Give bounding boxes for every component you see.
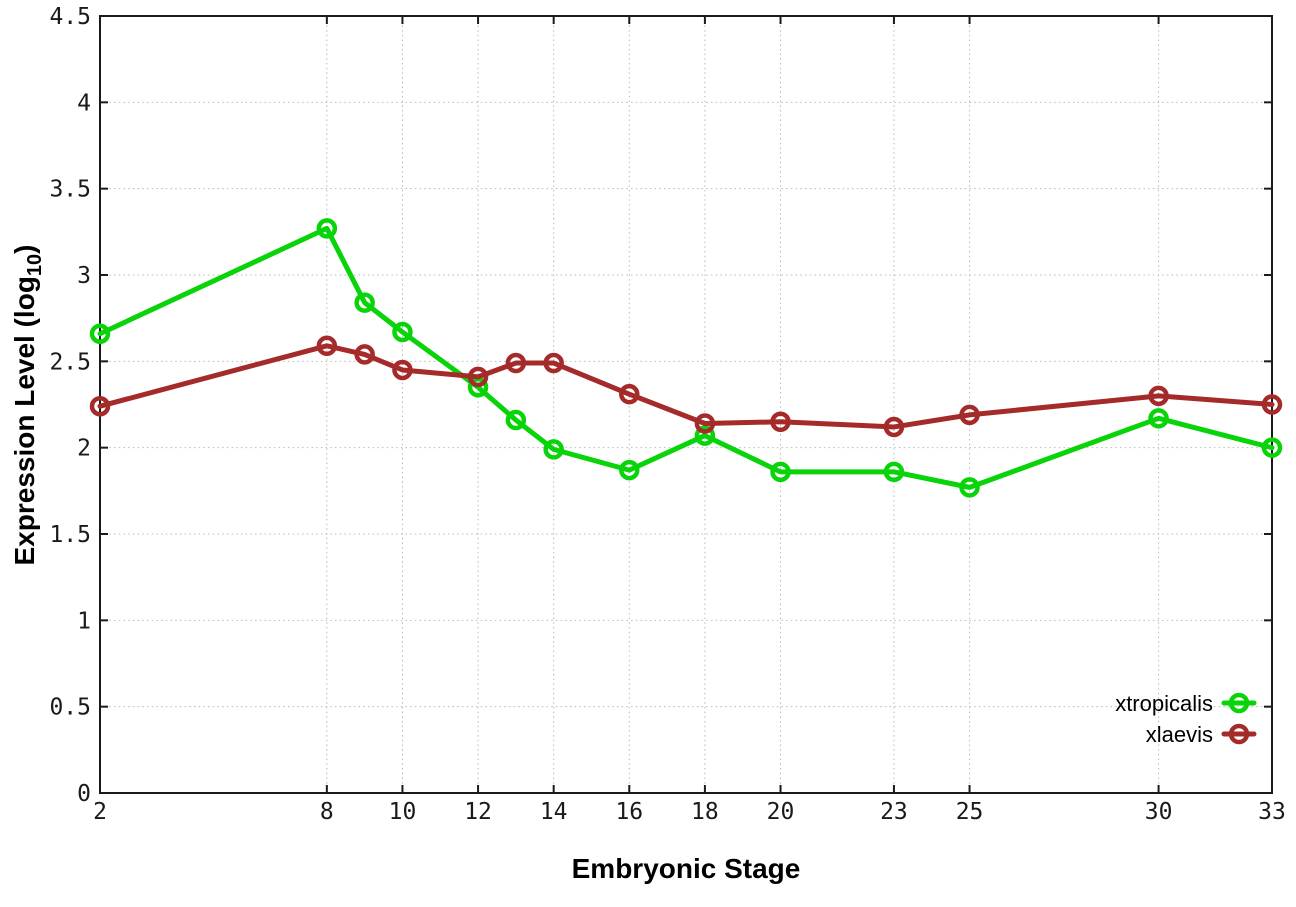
- y-tick-label: 0.5: [49, 695, 91, 721]
- y-tick-label: 1: [77, 608, 91, 634]
- data-point-xlaevis: [694, 413, 716, 434]
- data-series: [89, 218, 1283, 498]
- legend-point-sample: [1228, 692, 1250, 714]
- data-point-xlaevis: [89, 395, 111, 417]
- x-tick-labels: 2 8 10 12 14 16 18 20 23 25 30 33: [93, 799, 1286, 825]
- data-point-xlaevis: [392, 359, 413, 381]
- y-tick-label: 4.5: [49, 4, 91, 30]
- x-tick-label: 33: [1258, 799, 1286, 825]
- data-point-xtropicalis: [770, 461, 791, 483]
- y-tick-labels: 0 0.5 1 1.5 2 2.5 3 3.5 4 4.5: [49, 4, 91, 807]
- data-point-xtropicalis: [392, 321, 413, 343]
- x-tick-label: 20: [767, 799, 795, 825]
- x-tick-label: 16: [615, 799, 643, 825]
- data-point-xtropicalis: [883, 461, 905, 483]
- y-tick-label: 2: [77, 436, 91, 462]
- data-point-xtropicalis: [354, 292, 375, 313]
- x-axis-title: Embryonic Stage: [572, 853, 801, 884]
- data-point-xlaevis: [1148, 385, 1169, 407]
- y-tick-label: 3: [77, 263, 91, 289]
- data-point-xtropicalis: [505, 409, 527, 431]
- x-tick-label: 14: [540, 799, 568, 825]
- legend-item-xtropicalis: xtropicalis: [1115, 691, 1257, 716]
- legend-item-xlaevis: xlaevis: [1146, 722, 1257, 747]
- x-tick-label: 8: [320, 799, 334, 825]
- data-point-xtropicalis: [543, 439, 564, 460]
- legend-marker-xtropicalis: [1221, 692, 1257, 714]
- x-tick-label: 30: [1145, 799, 1173, 825]
- axis-ticks: [99, 15, 1273, 794]
- legend-marker-xlaevis: [1221, 723, 1257, 745]
- x-tick-label: 18: [691, 799, 719, 825]
- y-axis-title: Expression Level (log10): [9, 245, 46, 566]
- data-point-xtropicalis: [959, 477, 980, 498]
- data-point-xtropicalis: [694, 425, 716, 446]
- data-point-xlaevis: [316, 335, 338, 357]
- x-tick-label: 25: [956, 799, 984, 825]
- series-line-xlaevis: [97, 343, 1275, 430]
- data-point-xlaevis: [959, 404, 980, 426]
- y-tick-label: 4: [77, 90, 91, 116]
- x-tick-label: 12: [464, 799, 492, 825]
- data-point-xtropicalis: [89, 323, 111, 344]
- data-point-xlaevis: [770, 411, 791, 433]
- x-tick-label: 2: [93, 799, 107, 825]
- data-point-xlaevis: [619, 383, 640, 405]
- data-point-xtropicalis: [1261, 437, 1283, 458]
- data-point-xlaevis: [354, 344, 375, 365]
- data-point-xlaevis: [467, 366, 489, 388]
- x-tick-label: 10: [389, 799, 417, 825]
- data-point-xlaevis: [1261, 394, 1283, 415]
- y-tick-label: 2.5: [49, 349, 91, 375]
- legend-label-xlaevis: xlaevis: [1146, 722, 1213, 747]
- y-tick-label: 0: [77, 781, 91, 807]
- data-point-xlaevis: [883, 416, 905, 438]
- data-point-xtropicalis: [1148, 408, 1169, 429]
- data-point-xlaevis: [543, 352, 564, 374]
- data-point-xtropicalis: [619, 459, 640, 481]
- y-tick-label: 1.5: [49, 522, 91, 548]
- legend: xtropicalis xlaevis: [1115, 691, 1257, 747]
- x-tick-label: 23: [880, 799, 908, 825]
- y-tick-label: 3.5: [49, 177, 91, 203]
- legend-label-xtropicalis: xtropicalis: [1115, 691, 1213, 716]
- data-point-xtropicalis: [316, 218, 338, 239]
- data-point-xlaevis: [505, 352, 527, 374]
- legend-point-sample: [1228, 723, 1250, 745]
